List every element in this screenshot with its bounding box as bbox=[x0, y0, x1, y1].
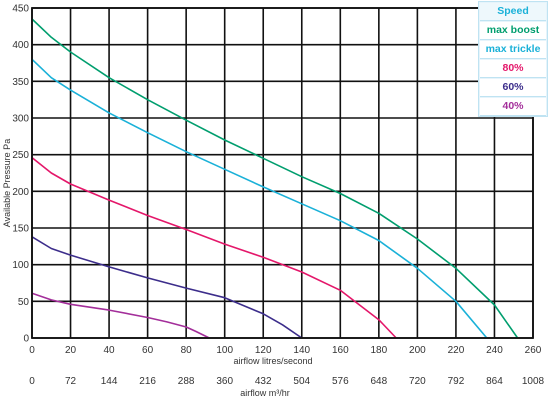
x2-tick-label: 432 bbox=[255, 376, 272, 387]
series-line bbox=[31, 292, 210, 339]
x2-tick-label: 288 bbox=[178, 376, 195, 387]
y-tick-label: 450 bbox=[12, 4, 29, 15]
y-tick-label: 100 bbox=[12, 260, 29, 271]
y-tick-label: 400 bbox=[12, 40, 29, 51]
x-tick-label: 160 bbox=[332, 345, 349, 356]
legend: Speed max boost max trickle 80% 60% 40% bbox=[478, 1, 548, 117]
x2-tick-label: 864 bbox=[486, 376, 503, 387]
plot-frame bbox=[31, 7, 534, 339]
x2-axis-label: airflow m³/hr bbox=[240, 388, 290, 398]
series-line bbox=[31, 18, 519, 339]
x2-tick-label: 792 bbox=[448, 376, 465, 387]
x2-tick-label: 576 bbox=[332, 376, 349, 387]
x2-tick-label: 0 bbox=[29, 376, 35, 387]
y-tick-label: 150 bbox=[12, 224, 29, 235]
x2-tick-label: 360 bbox=[216, 376, 233, 387]
legend-entry: 40% bbox=[480, 98, 546, 116]
x2-tick-label: 72 bbox=[65, 376, 77, 387]
x-tick-label: 260 bbox=[525, 345, 542, 356]
x2-tick-label: 648 bbox=[371, 376, 388, 387]
series-line bbox=[31, 156, 397, 339]
x2-tick-label: 216 bbox=[139, 376, 156, 387]
x-tick-label: 80 bbox=[181, 345, 193, 356]
x-tick-label: 140 bbox=[293, 345, 310, 356]
legend-title: Speed bbox=[480, 3, 546, 21]
grid bbox=[31, 7, 534, 339]
legend-entry: 60% bbox=[480, 79, 546, 97]
x-axis-label: airflow litres/second bbox=[233, 356, 312, 366]
y-tick-label: 200 bbox=[12, 187, 29, 198]
x-tick-label: 200 bbox=[409, 345, 426, 356]
y-tick-label: 250 bbox=[12, 150, 29, 161]
series-line bbox=[31, 236, 303, 339]
series-lines bbox=[31, 18, 519, 339]
x2-tick-label: 144 bbox=[101, 376, 118, 387]
x2-tick-label: 720 bbox=[409, 376, 426, 387]
y-tick-label: 50 bbox=[18, 297, 30, 308]
x-tick-label: 0 bbox=[29, 345, 35, 356]
x2-tick-label: 504 bbox=[293, 376, 310, 387]
tick-labels: 0 50 100 150 200 250 300 350 400 450 0 20 40 60 80 100 1… bbox=[12, 4, 544, 388]
plot-border bbox=[31, 7, 534, 339]
legend-entry: max boost bbox=[480, 22, 546, 40]
x-tick-label: 40 bbox=[104, 345, 116, 356]
y-axis-label: Available Pressure Pa bbox=[2, 139, 12, 227]
x-tick-label: 20 bbox=[65, 345, 77, 356]
series-line bbox=[31, 58, 488, 339]
x-tick-label: 220 bbox=[448, 345, 465, 356]
x-tick-label: 240 bbox=[486, 345, 503, 356]
y-tick-label: 350 bbox=[12, 77, 29, 88]
y-tick-label: 0 bbox=[23, 334, 29, 345]
y-tick-label: 300 bbox=[12, 114, 29, 125]
x-tick-label: 180 bbox=[371, 345, 388, 356]
x2-tick-label: 1008 bbox=[522, 376, 545, 387]
legend-entry: max trickle bbox=[480, 41, 546, 59]
legend-entry: 80% bbox=[480, 60, 546, 78]
x-tick-label: 100 bbox=[216, 345, 233, 356]
x-tick-label: 60 bbox=[142, 345, 154, 356]
x-tick-label: 120 bbox=[255, 345, 272, 356]
